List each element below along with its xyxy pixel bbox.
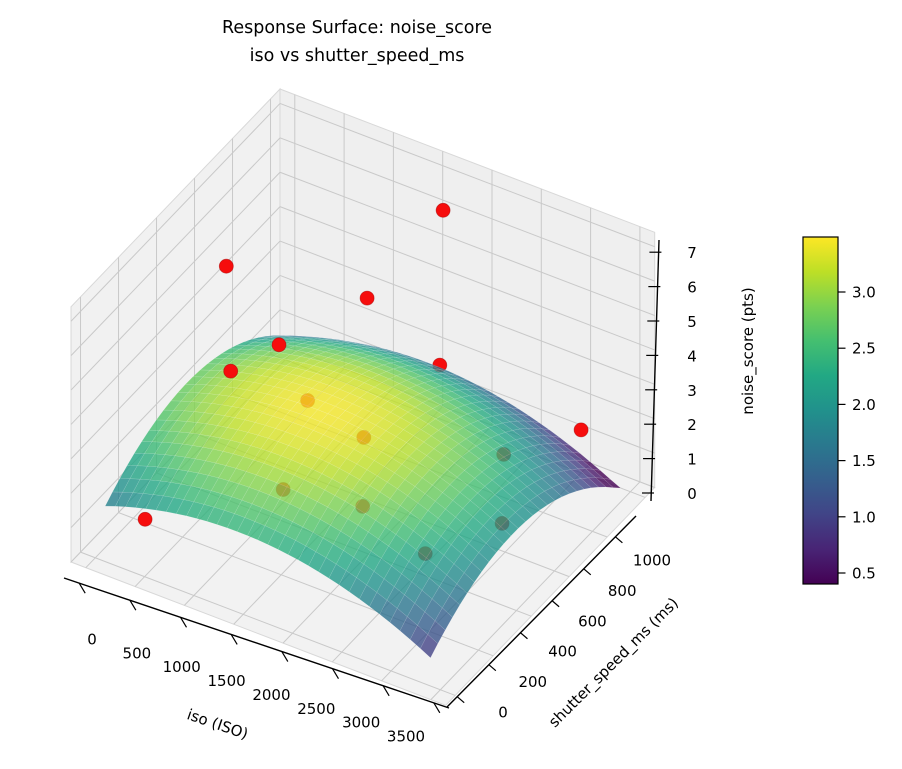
tick-label: 800 — [608, 582, 637, 600]
tick-label: 7 — [687, 244, 697, 262]
tick-label: 1000 — [163, 658, 201, 676]
z-axis-label: noise_score (pts) — [739, 287, 758, 414]
scatter-point — [223, 363, 239, 379]
tick-label: 3500 — [387, 728, 425, 746]
colorbar-tick-label: 1.0 — [852, 508, 876, 526]
tick-label: 0 — [498, 704, 508, 722]
tick-label: 1000 — [633, 552, 671, 570]
scatter-point — [435, 202, 451, 218]
tick-label: 400 — [548, 643, 577, 661]
plot-subtitle: iso vs shutter_speed_ms — [250, 46, 465, 66]
scatter-points-above-surface — [137, 202, 589, 527]
colorbar-tick-label: 2.5 — [852, 340, 876, 358]
scatter-point — [218, 258, 234, 274]
tick-label: 4 — [687, 347, 697, 365]
tick-label: 500 — [123, 644, 152, 662]
colorbar: 0.5 1.0 1.5 2.0 2.5 3.0 — [802, 236, 876, 585]
tick-label: 3000 — [342, 714, 380, 732]
tick-label: 2500 — [297, 700, 335, 718]
tick-label: 1500 — [207, 672, 245, 690]
tick-label: 0 — [87, 631, 97, 649]
tick-label: 2000 — [252, 686, 290, 704]
colorbar-tick-label: 1.5 — [852, 452, 876, 470]
scatter-point — [137, 511, 153, 527]
tick-labels: 0 500 1000 1500 2000 2500 3000 3500 0 20040060080… — [87, 244, 697, 745]
response-surface-mesh — [104, 335, 622, 659]
x-axis-label: iso (ISO) — [185, 705, 251, 743]
tick-label: 1 — [687, 451, 697, 469]
colorbar-tick-label: 2.0 — [852, 396, 876, 414]
tick-label: 0 — [687, 485, 697, 503]
tick-label: 5 — [687, 313, 697, 331]
plot-title: Response Surface: noise_score — [222, 18, 492, 38]
axis-lines-ticks — [63, 239, 662, 714]
colorbar-tick-label: 0.5 — [852, 565, 876, 583]
tick-label: 600 — [578, 612, 607, 630]
scatter-point — [359, 290, 375, 306]
tick-label: 2 — [687, 416, 697, 434]
scatter-point — [573, 422, 589, 438]
tick-label: 3 — [687, 382, 697, 400]
scatter-point — [271, 337, 287, 353]
colorbar-tick-label: 3.0 — [852, 284, 876, 302]
y-axis-label: shutter_speed_ms (ms) — [545, 594, 683, 732]
colorbar-gradient — [802, 236, 839, 585]
tick-label: 200 — [518, 673, 547, 691]
tick-label: 6 — [687, 279, 697, 297]
